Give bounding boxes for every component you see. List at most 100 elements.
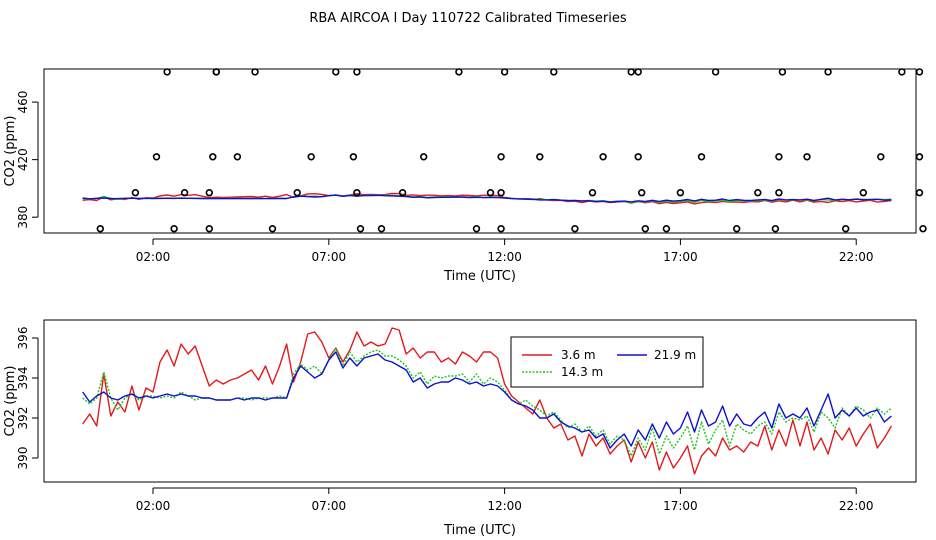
calibration-point xyxy=(550,68,558,76)
calibration-point xyxy=(497,189,505,197)
calibration-point xyxy=(356,225,365,233)
p2-y-tick-label: 396 xyxy=(16,327,30,350)
calibration-point xyxy=(634,68,642,76)
legend-label-14-3m: 14.3 m xyxy=(561,365,603,379)
panel2-frame xyxy=(43,319,917,483)
panel1-series-lines xyxy=(82,192,892,205)
calibration-point xyxy=(398,189,407,197)
legend-label-3-6m: 3.6 m xyxy=(561,348,596,362)
calibration-point xyxy=(209,153,217,161)
calibration-point xyxy=(251,68,259,76)
p1-series-line-3-6-m xyxy=(82,192,892,205)
calibration-point xyxy=(349,153,358,161)
p1-x-tick-label: 17:00 xyxy=(663,250,698,264)
calibration-point xyxy=(824,68,832,76)
calibration-point xyxy=(778,68,787,76)
calibration-point xyxy=(803,153,811,161)
series-line-21-9-m xyxy=(82,351,892,449)
calibration-point xyxy=(915,189,924,197)
legend-label-21-9m: 21.9 m xyxy=(654,348,696,362)
calibration-point xyxy=(676,189,685,197)
calibration-point xyxy=(472,225,481,233)
calibration-point xyxy=(711,68,720,76)
series-line-3-6-m xyxy=(82,327,893,475)
calibration-point xyxy=(634,153,642,161)
panel1-y-label: CO2 (ppm) xyxy=(3,115,18,186)
panel1-calibration-points xyxy=(96,68,927,233)
p2-x-tick-label: 07:00 xyxy=(312,499,347,513)
calibration-point xyxy=(571,225,579,233)
calibration-point xyxy=(641,225,649,233)
calibration-point xyxy=(754,189,762,197)
calibration-point xyxy=(233,153,242,161)
p1-y-tick-label: 460 xyxy=(16,91,30,114)
p1-x-tick-label: 22:00 xyxy=(839,250,874,264)
legend: 3.6 m 21.9 m 14.3 m xyxy=(510,336,704,388)
calibration-point xyxy=(96,225,105,233)
calibration-point xyxy=(627,68,635,76)
p2-y-tick-label: 392 xyxy=(16,407,30,430)
calibration-point xyxy=(420,153,428,161)
p1-y-tick-label: 420 xyxy=(16,148,30,171)
calibration-point xyxy=(536,153,544,161)
calibration-point xyxy=(455,68,463,76)
calibration-point xyxy=(268,225,277,233)
calibration-point xyxy=(353,189,361,197)
panel1-y-axis: 380 420 460 xyxy=(16,91,39,229)
calibration-point xyxy=(307,153,315,161)
calibration-point xyxy=(771,225,780,233)
calibration-point xyxy=(859,189,867,197)
panel-tower-levels: 02:00 07:00 12:00 17:00 22:00 390 392 394 396 T… xyxy=(3,319,917,538)
p1-x-tick-label: 02:00 xyxy=(136,250,171,264)
calibration-point xyxy=(775,189,783,197)
calibration-point xyxy=(877,153,885,161)
calibration-point xyxy=(599,153,607,161)
calibration-point xyxy=(353,68,361,76)
p1-x-tick-label: 07:00 xyxy=(312,250,347,264)
panel1-x-label: Time (UTC) xyxy=(443,269,516,284)
calibration-point xyxy=(919,225,927,233)
panel1-frame xyxy=(43,68,917,234)
p2-x-tick-label: 22:00 xyxy=(839,499,874,513)
calibration-point xyxy=(497,153,505,161)
p2-x-tick-label: 17:00 xyxy=(663,499,698,513)
calibration-point xyxy=(915,68,924,76)
calibration-point xyxy=(500,68,509,76)
p2-y-tick-label: 394 xyxy=(16,367,30,390)
calibration-point xyxy=(205,225,214,233)
p2-x-tick-label: 02:00 xyxy=(136,499,171,513)
panel2-x-axis: 02:00 07:00 12:00 17:00 22:00 xyxy=(136,487,874,513)
panel1-x-axis: 02:00 07:00 12:00 17:00 22:00 xyxy=(136,238,874,264)
calibration-point xyxy=(497,225,505,233)
calibration-point xyxy=(662,225,671,233)
panel2-series-lines xyxy=(82,327,893,475)
p1-x-tick-label: 12:00 xyxy=(487,250,522,264)
p2-x-tick-label: 12:00 xyxy=(487,499,522,513)
calibration-point xyxy=(332,68,340,76)
panel2-y-axis: 390 392 394 396 xyxy=(16,327,39,470)
p2-y-tick-label: 390 xyxy=(16,447,30,470)
calibration-point xyxy=(163,68,171,76)
chart-title: RBA AIRCOA I Day 110722 Calibrated Times… xyxy=(309,11,627,26)
calibration-point xyxy=(152,153,161,161)
calibration-point xyxy=(915,153,924,161)
calibration-point xyxy=(841,225,850,233)
p1-y-tick-label: 380 xyxy=(16,206,30,229)
calibration-point xyxy=(637,189,646,197)
calibration-point xyxy=(212,68,221,76)
calibration-point xyxy=(898,68,906,76)
panel2-x-label: Time (UTC) xyxy=(443,523,516,538)
calibration-point xyxy=(205,189,214,197)
calibration-point xyxy=(697,153,706,161)
calibration-point xyxy=(732,225,741,233)
legend-box xyxy=(510,336,704,388)
calibration-point xyxy=(131,189,140,197)
p1-series-line-21-9-m xyxy=(82,194,892,203)
calibration-point xyxy=(180,189,189,197)
panel-calibrated-timeseries: 02:00 07:00 12:00 17:00 22:00 380 420 460 Time… xyxy=(3,68,927,284)
calibration-point xyxy=(293,189,301,197)
calibration-point xyxy=(170,225,178,233)
calibration-point xyxy=(486,189,495,197)
series-line-14-3-m xyxy=(82,347,892,457)
